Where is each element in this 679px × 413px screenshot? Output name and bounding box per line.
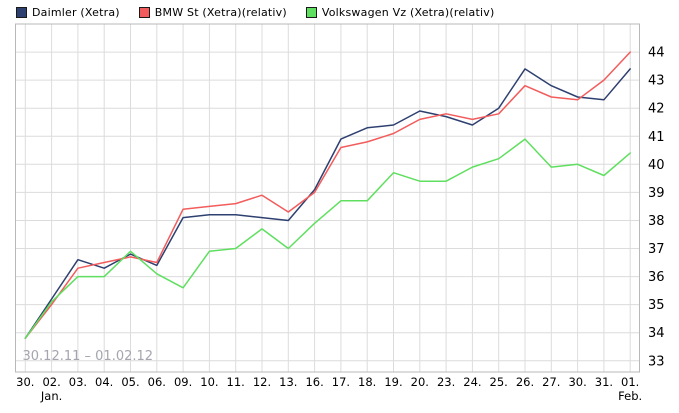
x-axis-label: 01. bbox=[621, 375, 639, 389]
month-label: Jan. bbox=[40, 389, 62, 403]
legend-swatch-icon bbox=[16, 7, 27, 18]
series-line-daimler-xetra bbox=[24, 68, 631, 340]
legend-label: Volkswagen Vz (Xetra)(relativ) bbox=[321, 6, 495, 19]
month-label: Feb. bbox=[618, 389, 642, 403]
x-axis-label: 09. bbox=[174, 375, 192, 389]
x-axis-label: 03. bbox=[69, 375, 87, 389]
y-axis-label: 33 bbox=[648, 354, 665, 369]
chart-legend: Daimler (Xetra) BMW St (Xetra)(relativ) Vo… bbox=[16, 6, 494, 19]
legend-item: BMW St (Xetra)(relativ) bbox=[138, 6, 287, 19]
series-line-volkswagen-vz-xetra-relativ bbox=[24, 138, 631, 340]
x-axis-label: 17. bbox=[332, 375, 350, 389]
x-axis-label: 10. bbox=[200, 375, 218, 389]
x-axis-label: 05. bbox=[121, 375, 139, 389]
y-axis-label: 39 bbox=[648, 186, 665, 201]
x-axis-label: 30. bbox=[568, 375, 586, 389]
legend-swatch-icon bbox=[305, 7, 317, 18]
x-axis-label: 25. bbox=[490, 375, 508, 389]
x-axis-label: 26. bbox=[516, 375, 534, 389]
legend-item: Daimler (Xetra) bbox=[16, 6, 120, 19]
x-axis-label: 18. bbox=[358, 375, 376, 389]
legend-swatch-icon bbox=[138, 7, 150, 18]
x-axis-label: 27. bbox=[542, 375, 560, 389]
y-axis-label: 41 bbox=[648, 130, 665, 145]
y-axis-label: 35 bbox=[648, 298, 665, 313]
y-axis-label: 44 bbox=[648, 46, 665, 61]
y-axis-label: 36 bbox=[648, 270, 665, 285]
x-axis-label: 31. bbox=[595, 375, 613, 389]
x-axis-label: 11. bbox=[227, 375, 245, 389]
y-axis-label: 37 bbox=[648, 242, 665, 257]
y-axis-label: 38 bbox=[648, 214, 665, 229]
x-axis-label: 19. bbox=[384, 375, 402, 389]
x-axis-label: 20. bbox=[411, 375, 429, 389]
legend-item: Volkswagen Vz (Xetra)(relativ) bbox=[305, 6, 495, 19]
series-line-bmw-st-xetra-relativ bbox=[24, 51, 631, 340]
watermark-date-range: 30.12.11 – 01.02.12 bbox=[23, 349, 154, 364]
y-axis-label: 43 bbox=[648, 74, 665, 89]
x-axis-label: 04. bbox=[95, 375, 113, 389]
plot-border bbox=[15, 23, 640, 373]
x-axis-label: 12. bbox=[253, 375, 271, 389]
x-axis-label: 16. bbox=[305, 375, 323, 389]
y-axis-label: 34 bbox=[648, 326, 665, 341]
x-axis-label: 06. bbox=[148, 375, 166, 389]
legend-label: Daimler (Xetra) bbox=[32, 6, 120, 19]
y-axis-label: 42 bbox=[648, 102, 665, 117]
x-axis-label: 30. bbox=[16, 375, 34, 389]
x-axis-label: 23. bbox=[437, 375, 455, 389]
y-axis-label: 40 bbox=[648, 158, 665, 173]
x-axis-label: 13. bbox=[279, 375, 297, 389]
x-axis-label: 24. bbox=[463, 375, 481, 389]
legend-label: BMW St (Xetra)(relativ) bbox=[154, 6, 287, 19]
x-axis-label: 02. bbox=[42, 375, 60, 389]
